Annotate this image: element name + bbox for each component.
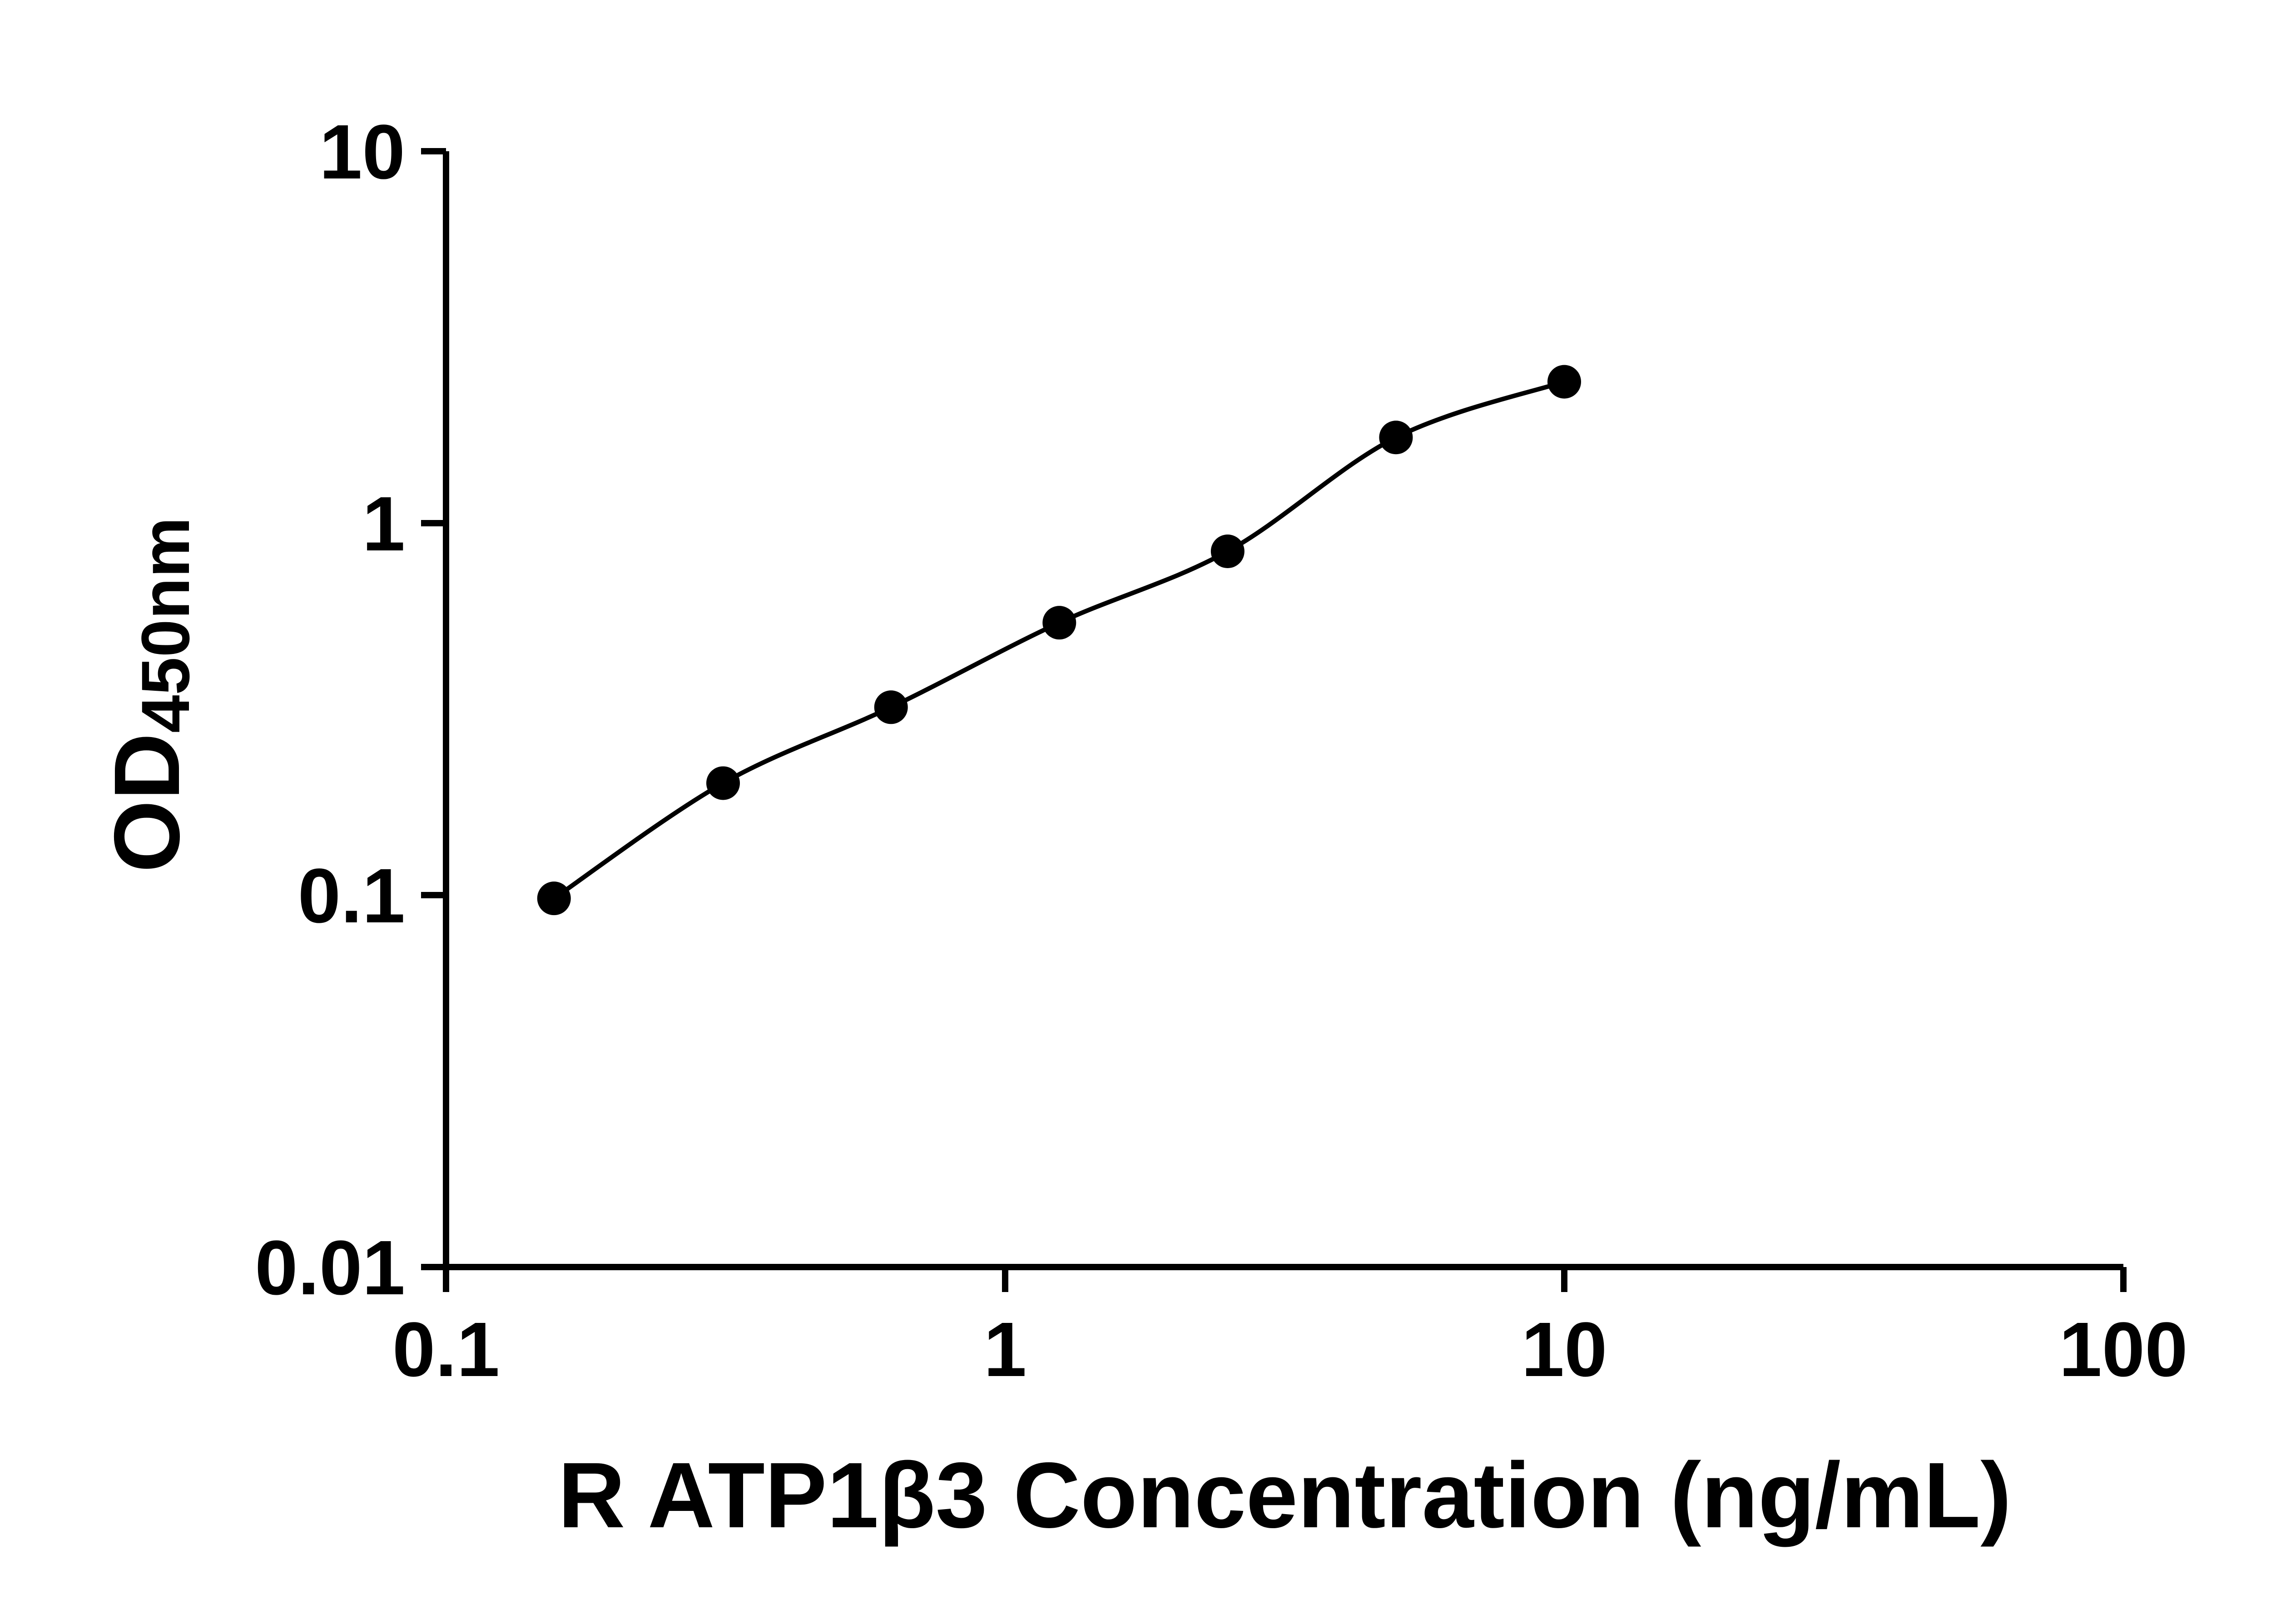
y-axis-title-main: OD — [95, 733, 199, 873]
x-tick-label: 1 — [984, 1307, 1027, 1393]
data-point — [537, 881, 571, 916]
data-point — [1379, 421, 1413, 455]
x-tick-label: 0.1 — [392, 1307, 500, 1393]
data-point — [874, 690, 908, 724]
y-tick-label: 1 — [362, 481, 405, 567]
y-axis-title: OD450nm — [95, 517, 203, 873]
data-point — [1042, 606, 1076, 640]
x-tick-label: 100 — [2059, 1307, 2188, 1393]
data-point — [706, 766, 740, 800]
y-axis-title-sub: 450nm — [127, 517, 203, 733]
x-tick-label: 10 — [1521, 1307, 1607, 1393]
y-tick-label: 0.01 — [255, 1225, 405, 1311]
axes-lines — [443, 151, 2123, 1270]
data-point — [1547, 365, 1581, 399]
y-tick-label: 10 — [319, 109, 405, 195]
fit-curve — [551, 379, 1567, 901]
x-axis-title: R ATP1β3 Concentration (ng/mL) — [558, 1443, 2012, 1547]
data-point — [1210, 535, 1245, 569]
y-tick-label: 0.1 — [298, 853, 405, 939]
